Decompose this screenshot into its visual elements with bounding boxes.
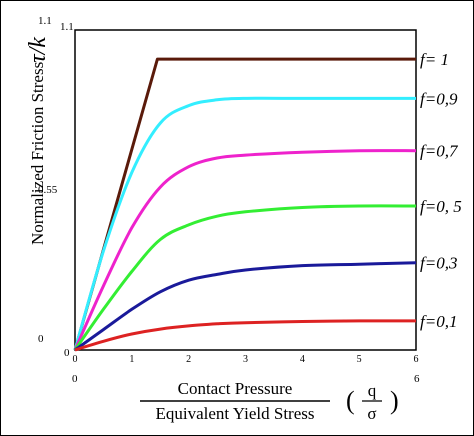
series-label: f=0,3 — [420, 254, 457, 273]
series-label: f= 1 — [420, 50, 449, 69]
x-range-label-left: 0 — [72, 373, 78, 385]
y-range-label-bottom: 0 — [38, 333, 44, 345]
series-label: f=0,1 — [420, 312, 457, 331]
x-tick-label: 3 — [243, 354, 248, 365]
x-tick-label: 1 — [129, 354, 134, 365]
y-axis-label-symbol: τ/k — [25, 37, 51, 63]
x-label-ratio-num: q — [368, 381, 377, 400]
series-lines — [73, 57, 417, 352]
y-tick-top: 1.1 — [60, 21, 74, 33]
x-label-numerator: Contact Pressure — [178, 379, 293, 398]
series-line — [73, 204, 417, 351]
series-line — [74, 261, 417, 352]
plot-border — [74, 29, 417, 351]
y-range-label-top: 1.1 — [38, 15, 52, 27]
series-line — [74, 319, 417, 352]
y-range-label-mid: 0.55 — [38, 184, 58, 196]
series-line — [73, 96, 416, 351]
series-labels: f= 1 f=0,9 f=0,7 f=0, 5 f=0,3 f=0,1 — [420, 50, 462, 331]
x-label-open-paren: ( — [346, 386, 355, 415]
x-label-denominator: Equivalent Yield Stress — [156, 404, 315, 423]
series-label: f=0, 5 — [420, 197, 462, 216]
x-range-label-right: 6 — [414, 373, 420, 385]
x-ticks: 0 1 2 3 4 5 6 — [73, 354, 419, 365]
series-label: f=0,7 — [420, 142, 459, 161]
series-line — [73, 149, 417, 351]
x-tick-label: 4 — [300, 354, 305, 365]
y-axis-label: Normalized Friction Stress τ/k — [25, 37, 51, 245]
x-label-ratio-den: σ — [367, 404, 376, 423]
x-tick-label: 2 — [186, 354, 191, 365]
x-tick-label: 6 — [414, 354, 419, 365]
y-axis-label-text: Normalized Friction Stress — [28, 62, 47, 245]
series-label: f=0,9 — [420, 89, 458, 108]
x-label-close-paren: ) — [390, 386, 399, 415]
x-tick-label: 5 — [357, 354, 362, 365]
x-tick-label: 0 — [73, 354, 78, 365]
y-tick-bottom: 0 — [64, 347, 70, 359]
